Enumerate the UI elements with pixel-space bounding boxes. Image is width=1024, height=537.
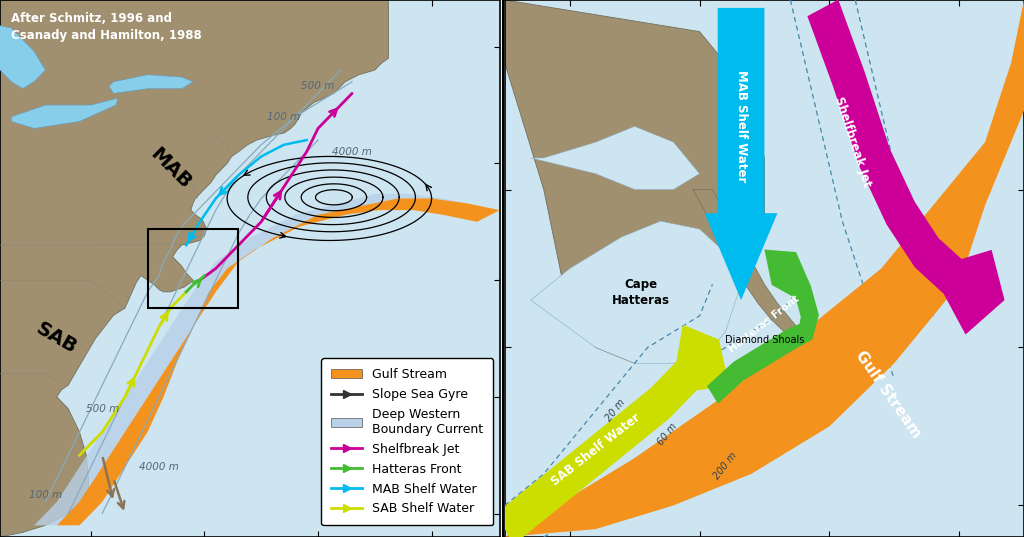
Legend: Gulf Stream, Slope Sea Gyre, Deep Western
Boundary Current, Shelfbreak Jet, Hatt: Gulf Stream, Slope Sea Gyre, Deep Wester… [322, 358, 494, 525]
Text: Gulf Stream: Gulf Stream [852, 349, 924, 441]
Text: 100 m: 100 m [29, 490, 62, 500]
Polygon shape [56, 199, 500, 525]
Text: 200 m: 200 m [712, 451, 739, 481]
Polygon shape [705, 8, 777, 300]
Text: Shelfbreak Jet: Shelfbreak Jet [831, 96, 873, 189]
Polygon shape [530, 221, 738, 363]
Text: 4000 m: 4000 m [332, 147, 372, 157]
Text: Hatteras Front: Hatteras Front [727, 293, 802, 354]
Polygon shape [0, 0, 388, 537]
Polygon shape [693, 190, 828, 376]
Polygon shape [707, 250, 819, 404]
Polygon shape [0, 23, 45, 89]
Text: 500 m: 500 m [301, 82, 335, 91]
Polygon shape [497, 325, 729, 537]
Polygon shape [807, 0, 1005, 335]
Text: 20 m: 20 m [603, 398, 627, 424]
Text: SAB: SAB [33, 320, 81, 358]
Polygon shape [11, 98, 118, 128]
Text: 500 m: 500 m [86, 404, 119, 413]
Text: Diamond Shoals: Diamond Shoals [725, 335, 804, 345]
Text: After Schmitz, 1996 and
Csanady and Hamilton, 1988: After Schmitz, 1996 and Csanady and Hami… [11, 12, 202, 42]
Text: MAB Shelf Water: MAB Shelf Water [734, 70, 748, 183]
Text: Cape
Hatteras: Cape Hatteras [612, 278, 670, 307]
Polygon shape [109, 75, 194, 93]
Text: 4000 m: 4000 m [139, 462, 179, 472]
Text: 100 m: 100 m [267, 112, 301, 122]
Polygon shape [530, 126, 699, 190]
Text: 60 m: 60 m [655, 422, 679, 447]
Polygon shape [505, 0, 1024, 537]
Text: SAB Shelf Water: SAB Shelf Water [549, 411, 643, 489]
Bar [147, 229, 239, 308]
Polygon shape [505, 0, 765, 363]
Text: MAB: MAB [146, 144, 195, 192]
Polygon shape [34, 194, 500, 525]
